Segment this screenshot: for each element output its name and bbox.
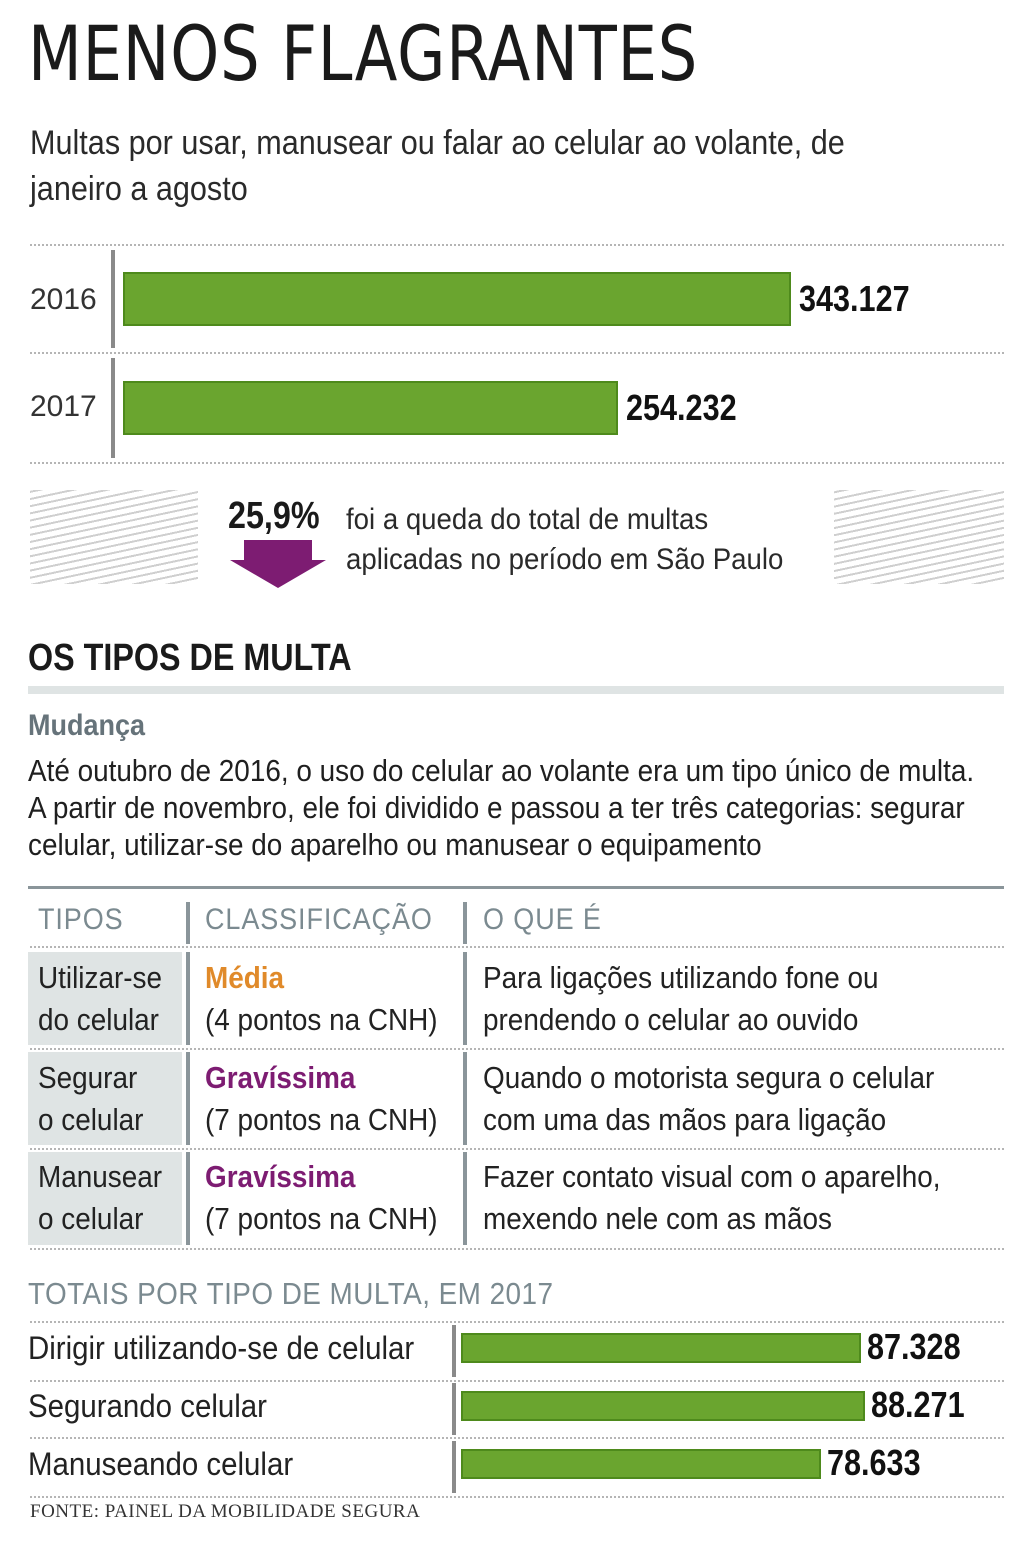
down-arrow-icon [230,540,326,588]
source-note: FONTE: PAINEL DA MOBILIDADE SEGURA [30,1501,421,1522]
bar-dirigir [461,1333,861,1363]
divider [30,462,1004,464]
type-label: do celular [38,1002,159,1037]
tick-label-dirigir: Dirigir utilizando-se de celular [28,1330,415,1366]
points-label: (7 pontos na CNH) [205,1201,438,1236]
hatch-decoration [30,490,198,584]
description-text: com uma das mãos para ligação [483,1102,887,1137]
divider [30,1321,1004,1323]
column-header-o-que-e: O QUE É [483,903,602,936]
data-label-manuseando: 78.633 [826,1442,921,1483]
description-text: Fazer contato visual com o aparelho, [483,1159,941,1194]
page-title: MENOS FLAGRANTES [28,9,699,98]
divider [30,1496,1004,1498]
data-label-dirigir: 87.328 [866,1326,961,1367]
column-separator [186,1052,190,1145]
axis-line [111,250,115,348]
classification-label: Média [205,960,285,995]
column-separator [186,1152,190,1245]
description-text: Para ligações utilizando fone ou [483,960,879,995]
data-label-2016: 343.127 [799,278,910,319]
type-label: o celular [38,1201,144,1236]
divider [30,1380,1004,1382]
change-title: Mudança [28,709,146,742]
column-separator [463,902,467,944]
description-text: prendendo o celular ao ouvido [483,1002,859,1037]
column-separator [463,952,467,1045]
type-cell [28,1052,182,1145]
change-text: Até outubro de 2016, o uso do celular ao… [28,753,975,862]
type-cell [28,1152,182,1245]
column-header-tipos: TIPOS [38,903,124,936]
type-label: o celular [38,1102,144,1137]
column-separator [186,902,190,944]
type-label: Utilizar-se [38,960,163,995]
divider [30,1437,1004,1439]
bar-manuseando [461,1449,821,1479]
axis-line [111,358,115,458]
table-top-rule [28,886,1004,889]
divider [30,1048,1004,1050]
subtitle: Multas por usar, manusear ou falar ao ce… [30,124,845,208]
column-header-classificacao: CLASSIFICAÇÃO [205,903,433,936]
axis-line [452,1325,456,1377]
column-separator [463,1052,467,1145]
drop-percent: 25,9% [228,495,320,537]
divider [30,244,1004,246]
points-label: (7 pontos na CNH) [205,1102,438,1137]
section-title: OS TIPOS DE MULTA [28,637,352,679]
divider [30,1248,1004,1250]
description-text: mexendo nele com as mãos [483,1201,832,1236]
tick-label-segurando: Segurando celular [28,1388,267,1424]
axis-line [452,1441,456,1493]
section-rule [28,686,1004,694]
drop-description: foi a queda do total de multas aplicadas… [346,503,784,576]
column-separator [186,952,190,1045]
divider [30,946,1004,948]
tick-label-2016: 2016 [30,283,97,316]
data-label-segurando: 88.271 [871,1384,965,1425]
divider [30,1148,1004,1150]
hatch-decoration [834,490,1004,584]
bar-2016 [123,272,791,326]
classification-label: Gravíssima [205,1060,356,1095]
chart-title: TOTAIS POR TIPO DE MULTA, EM 2017 [28,1276,554,1311]
bar-2017 [123,381,618,435]
bar-segurando [461,1391,865,1421]
column-separator [463,1152,467,1245]
classification-label: Gravíssima [205,1159,356,1194]
axis-line [452,1383,456,1435]
points-label: (4 pontos na CNH) [205,1002,438,1037]
data-label-2017: 254.232 [625,387,737,428]
type-label: Manusear [38,1159,163,1194]
divider [30,352,1004,354]
description-text: Quando o motorista segura o celular [483,1060,935,1095]
tick-label-manuseando: Manuseando celular [28,1446,294,1482]
type-cell [28,952,182,1045]
tick-label-2017: 2017 [30,390,97,423]
type-label: Segurar [38,1060,138,1095]
